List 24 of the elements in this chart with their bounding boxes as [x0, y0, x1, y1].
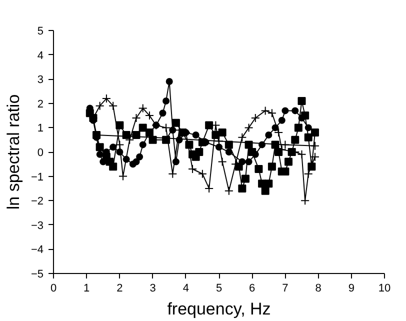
- y-tick-label: 0: [37, 147, 44, 159]
- x-tick-label: 8: [315, 282, 322, 294]
- y-tick-label: 5: [37, 26, 44, 38]
- x-tick-label: 9: [348, 282, 354, 294]
- x-tick-label: 1: [84, 282, 90, 294]
- x-axis-title: frequency, Hz: [167, 300, 271, 318]
- x-tick-label: 0: [50, 282, 57, 294]
- x-tick-label: 5: [216, 282, 222, 294]
- x-tick-label: 4: [182, 282, 189, 294]
- x-tick-label: 7: [282, 282, 288, 294]
- x-tick-label: 2: [116, 282, 123, 294]
- y-tick-label: −1: [30, 171, 44, 184]
- y-axis-title: ln spectral ratio: [4, 94, 23, 210]
- y-tick-label: −4: [30, 244, 44, 256]
- y-tick-label: −3: [30, 220, 44, 232]
- y-tick-label: 3: [37, 74, 44, 86]
- y-tick-label: 2: [37, 98, 44, 110]
- y-tick-label: −5: [30, 268, 44, 280]
- x-tick-label: 3: [150, 282, 156, 294]
- x-tick-label: 10: [378, 282, 391, 294]
- x-tick-label: 6: [249, 282, 256, 294]
- y-tick-label: −2: [30, 196, 44, 208]
- y-tick-label: 1: [37, 122, 44, 135]
- y-tick-label: 4: [37, 50, 44, 62]
